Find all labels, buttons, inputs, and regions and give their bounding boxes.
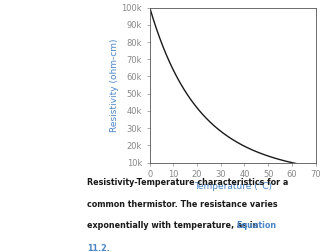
X-axis label: Temperature (°C): Temperature (°C)	[194, 182, 272, 191]
Text: Equation: Equation	[237, 221, 277, 230]
Text: Figure 11.8: Figure 11.8	[14, 208, 70, 217]
Y-axis label: Resistivity (ohm-cm): Resistivity (ohm-cm)	[110, 38, 119, 132]
Text: Resistivity-Temperature characteristics for a: Resistivity-Temperature characteristics …	[87, 178, 288, 187]
Text: exponentially with temperature, as in: exponentially with temperature, as in	[87, 221, 261, 230]
Text: common thermistor. The resistance varies: common thermistor. The resistance varies	[87, 200, 278, 209]
Text: 11.2.: 11.2.	[87, 244, 110, 252]
